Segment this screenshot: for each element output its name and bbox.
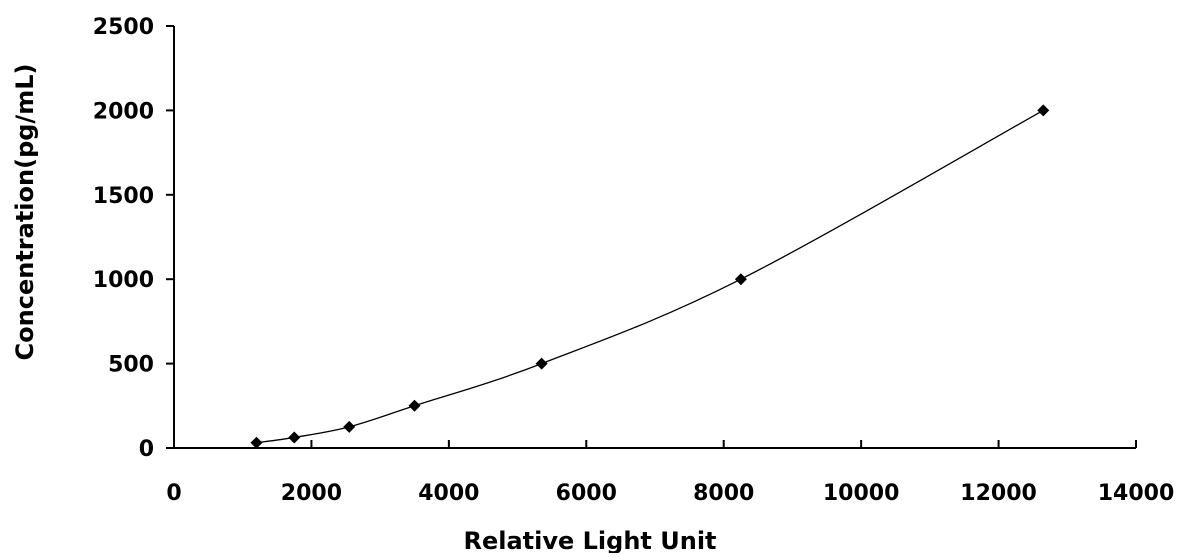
x-tick-label: 6000 <box>556 481 617 506</box>
fit-curve <box>256 109 1044 444</box>
data-point <box>734 273 747 286</box>
data-point <box>343 420 356 433</box>
x-tick-label: 12000 <box>960 481 1037 506</box>
y-tick-label: 0 <box>139 437 154 462</box>
trend-curve <box>256 109 1044 444</box>
data-point <box>1037 104 1050 117</box>
x-axis-title: Relative Light Unit <box>463 527 716 553</box>
y-tick-label: 1000 <box>93 268 154 293</box>
axes <box>166 25 1137 449</box>
x-tick-label: 14000 <box>1098 481 1175 506</box>
y-tick-label: 2500 <box>93 15 154 40</box>
x-tick-label: 8000 <box>693 481 754 506</box>
y-tick-label: 500 <box>108 353 154 378</box>
y-axis-title: Concentration(pg/mL) <box>11 64 39 361</box>
x-tick-label: 2000 <box>281 481 342 506</box>
data-point <box>408 399 421 412</box>
tick-labels: 0 500 1000 1500 2000 2500 0 2000 4000 6000 8000 100… <box>93 15 1175 506</box>
x-tick-label: 0 <box>166 481 181 506</box>
y-tick-label: 2000 <box>93 99 154 124</box>
data-point <box>288 431 301 444</box>
x-tick-label: 10000 <box>823 481 900 506</box>
y-tick-label: 1500 <box>93 184 154 209</box>
data-point <box>250 436 263 449</box>
data-point <box>535 357 548 370</box>
data-points <box>250 104 1050 449</box>
x-tick-label: 4000 <box>418 481 479 506</box>
